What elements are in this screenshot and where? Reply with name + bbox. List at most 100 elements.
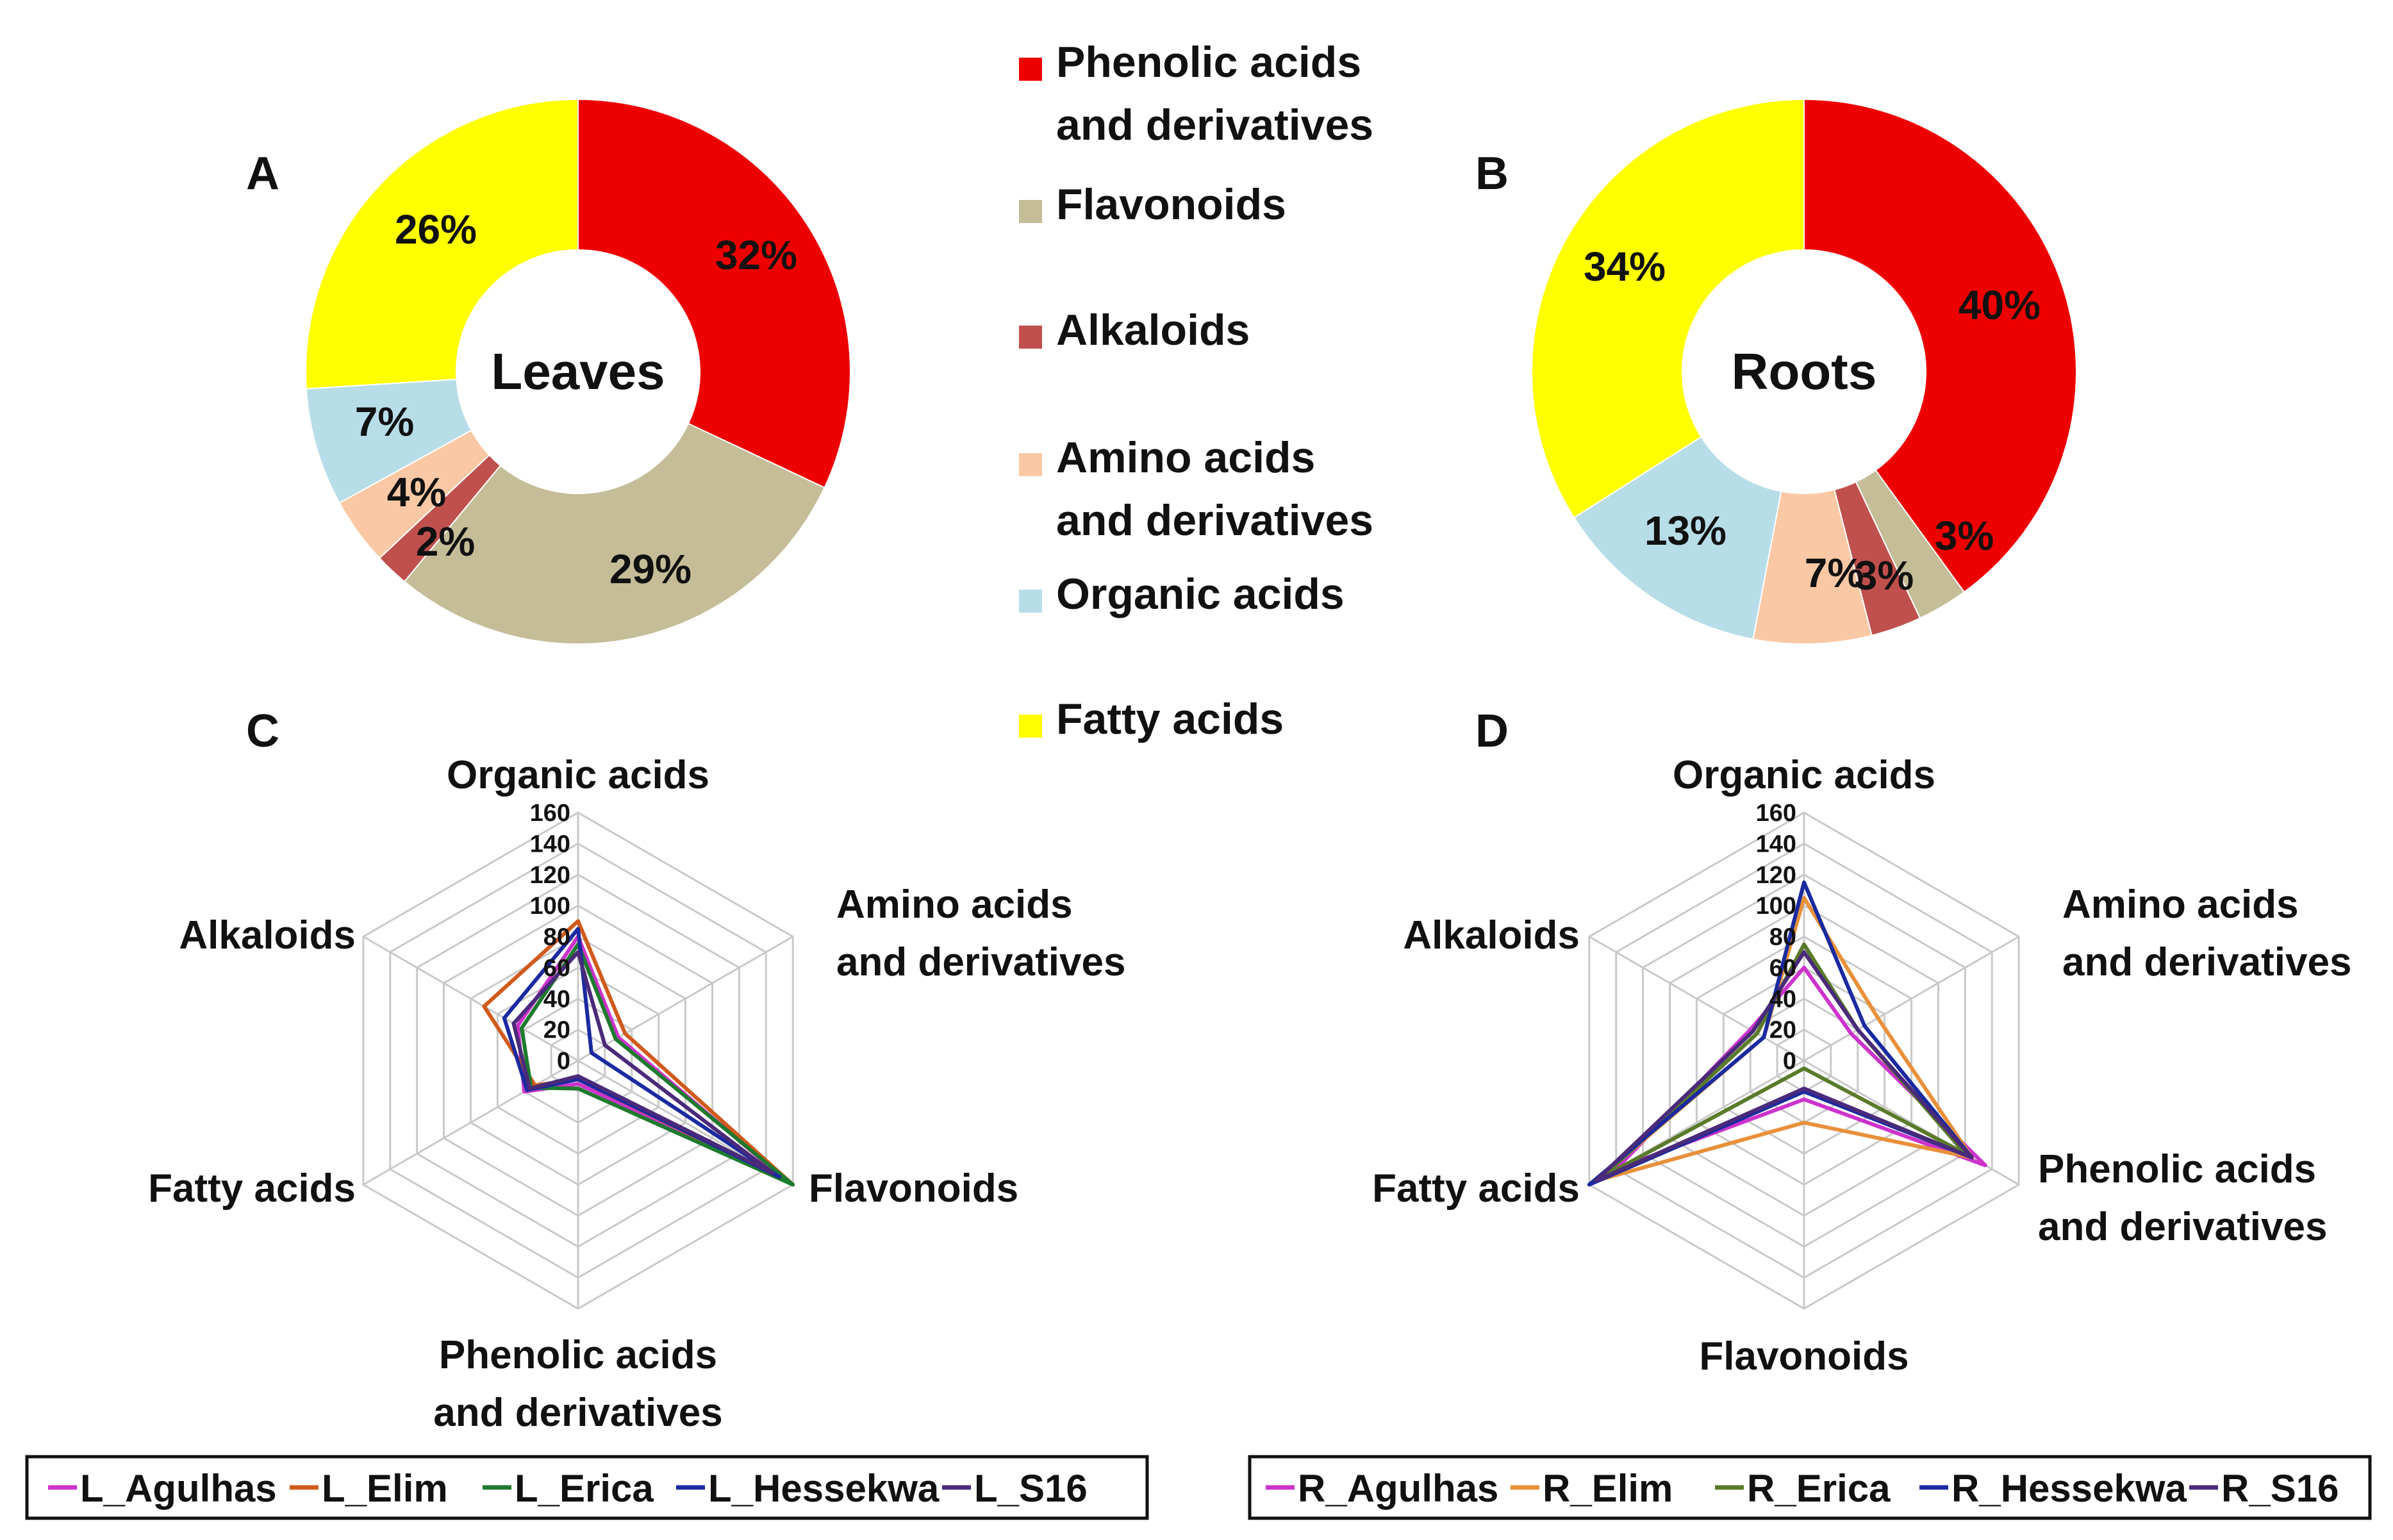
slice-label-phenolic-acids-and-derivatives: 32% bbox=[715, 232, 797, 278]
legend-label: Amino acids bbox=[1056, 433, 1315, 482]
panel-letter-c: C bbox=[246, 706, 279, 757]
series-legend-roots: R_Agulhas R_Elim R_Erica R_Hessekwa R_S16 bbox=[1248, 1455, 2372, 1520]
axis-spoke bbox=[363, 936, 579, 1062]
axis-label-organic-acids: Organic acids bbox=[447, 753, 709, 797]
legend-swatch-fatty-acids bbox=[1019, 715, 1042, 738]
axis-label-phenolic-acids-and-derivatives: Phenolic acids bbox=[2038, 1147, 2316, 1191]
legend-label-r-agulhas: R_Agulhas bbox=[1298, 1467, 1498, 1510]
radial-tick-label: 80 bbox=[543, 924, 570, 951]
axis-label-alkaloids: Alkaloids bbox=[179, 913, 356, 957]
legend-label: Fatty acids bbox=[1056, 695, 1284, 743]
legend-label: and derivatives bbox=[1056, 496, 1373, 545]
slice-flavonoids bbox=[403, 422, 825, 645]
legend-label: Organic acids bbox=[1056, 570, 1345, 618]
axis-label-alkaloids: Alkaloids bbox=[1403, 913, 1580, 957]
legend-label: Phenolic acids bbox=[1056, 38, 1361, 87]
slice-label-organic-acids: 13% bbox=[1644, 508, 1726, 554]
series-r-agulhas bbox=[1614, 965, 1987, 1172]
axis-spoke bbox=[1803, 936, 2019, 1062]
donut-chart-roots: 40%3%3%7%13%34%Roots bbox=[1531, 98, 2077, 645]
slice-organic-acids bbox=[1573, 436, 1782, 640]
radial-tick-label: 20 bbox=[543, 1017, 570, 1044]
axis-label-fatty-acids: Fatty acids bbox=[1372, 1166, 1580, 1211]
axis-label-phenolic-acids-and-derivatives: and derivatives bbox=[2038, 1205, 2327, 1249]
legend-label-l-erica: L_Erica bbox=[515, 1467, 654, 1510]
axis-label-amino-acids-and-derivatives: Amino acids bbox=[2062, 882, 2299, 927]
radial-tick-label: 60 bbox=[543, 955, 570, 982]
legend-label: and derivatives bbox=[1056, 101, 1373, 149]
series-l-hessekwa bbox=[502, 927, 782, 1179]
slice-label-amino-acids-and-derivatives: 7% bbox=[1805, 550, 1864, 596]
legend-label-r-erica: R_Erica bbox=[1747, 1467, 1891, 1510]
series-l-agulhas bbox=[515, 934, 788, 1183]
slice-label-organic-acids: 7% bbox=[355, 399, 415, 445]
axis-spoke bbox=[1589, 936, 1805, 1062]
radial-tick-label: 140 bbox=[530, 831, 570, 857]
series-r-hessekwa bbox=[1587, 880, 1974, 1187]
legend-label-l-elim: L_Elim bbox=[322, 1467, 448, 1510]
series-l-s16 bbox=[511, 950, 775, 1175]
legend-swatch-organic-acids bbox=[1019, 590, 1042, 613]
panel-letter-a: A bbox=[246, 148, 279, 199]
radial-tick-label: 80 bbox=[1769, 924, 1796, 951]
panel-letter-d: D bbox=[1475, 706, 1509, 757]
radial-tick-label: 100 bbox=[530, 893, 570, 920]
radial-tick-label: 120 bbox=[1756, 862, 1796, 889]
radial-tick-label: 0 bbox=[1783, 1048, 1796, 1075]
legend-label-l-s16: L_S16 bbox=[974, 1467, 1088, 1510]
radial-tick-label: 120 bbox=[530, 862, 570, 889]
panel-letter-b: B bbox=[1475, 148, 1509, 199]
slice-label-fatty-acids: 26% bbox=[395, 206, 477, 253]
axis-label-organic-acids: Organic acids bbox=[1673, 753, 1935, 797]
axis-label-flavonoids: Flavonoids bbox=[1699, 1334, 1909, 1379]
axis-label-amino-acids-and-derivatives: Amino acids bbox=[836, 882, 1073, 927]
slice-phenolic-acids-and-derivatives bbox=[577, 98, 851, 489]
slice-label-flavonoids: 29% bbox=[609, 546, 691, 592]
radial-tick-label: 60 bbox=[1769, 955, 1796, 982]
radial-tick-label: 160 bbox=[1756, 800, 1796, 827]
axis-label-flavonoids: Flavonoids bbox=[809, 1166, 1018, 1211]
axis-spoke bbox=[577, 936, 793, 1062]
slice-phenolic-acids-and-derivatives bbox=[1803, 98, 2077, 593]
legend-label-l-agulhas: L_Agulhas bbox=[80, 1467, 277, 1510]
slice-fatty-acids bbox=[1531, 98, 1805, 519]
center-label: Roots bbox=[1732, 343, 1877, 400]
axis-label-fatty-acids: Fatty acids bbox=[148, 1166, 356, 1211]
legend-swatch-amino-acids-and-derivatives bbox=[1019, 453, 1042, 476]
slice-label-phenolic-acids-and-derivatives: 40% bbox=[1958, 282, 2041, 328]
axis-spoke bbox=[363, 1059, 579, 1186]
series-l-erica bbox=[520, 942, 795, 1187]
slice-label-fatty-acids: 34% bbox=[1584, 244, 1666, 290]
category-legend: Phenolic acids and derivatives Flavonoids A… bbox=[1019, 38, 1373, 743]
legend-label-r-s16: R_S16 bbox=[2221, 1467, 2339, 1510]
slice-fatty-acids bbox=[305, 98, 579, 390]
radial-tick-label: 140 bbox=[1756, 831, 1796, 857]
radial-tick-label: 0 bbox=[557, 1048, 570, 1075]
legend-label: Flavonoids bbox=[1056, 180, 1286, 229]
legend-label-r-elim: R_Elim bbox=[1543, 1467, 1673, 1510]
slice-label-alkaloids: 2% bbox=[416, 518, 476, 565]
axis-label-phenolic-acids-and-derivatives: and derivatives bbox=[433, 1391, 722, 1435]
axis-label-amino-acids-and-derivatives: and derivatives bbox=[836, 940, 1125, 984]
series-r-s16 bbox=[1594, 950, 1974, 1183]
slice-label-amino-acids-and-derivatives: 4% bbox=[387, 469, 447, 515]
radial-tick-label: 40 bbox=[1769, 986, 1796, 1013]
radar-chart-roots: 0 20 40 60 80 100 120 140 160 Organic acids Amino … bbox=[1372, 753, 2351, 1379]
axis-label-amino-acids-and-derivatives: and derivatives bbox=[2062, 940, 2351, 984]
radial-tick-label: 20 bbox=[1769, 1017, 1796, 1044]
legend-swatch-phenolic-acids-and-derivatives bbox=[1019, 58, 1042, 81]
legend-swatch-alkaloids bbox=[1019, 326, 1042, 349]
series-legend-leaves: L_Agulhas L_Elim L_Erica L_Hessekwa L_S16 bbox=[25, 1455, 1149, 1520]
legend-swatch-flavonoids bbox=[1019, 200, 1042, 223]
legend-label-l-hessekwa: L_Hessekwa bbox=[708, 1467, 940, 1510]
radial-tick-label: 40 bbox=[543, 986, 570, 1013]
radar-chart-leaves: 0 20 40 60 80 100 120 140 160 Organic acids Amino … bbox=[148, 753, 1125, 1435]
donut-chart-leaves: 32% 29% 2%4% 7% 26% Leaves bbox=[305, 98, 851, 645]
radial-tick-label: 160 bbox=[530, 800, 570, 827]
center-label: Leaves bbox=[491, 343, 665, 400]
slice-label-flavonoids: 3% bbox=[1935, 513, 1994, 559]
legend-label: Alkaloids bbox=[1056, 306, 1250, 354]
legend-label-r-hessekwa: R_Hessekwa bbox=[1951, 1467, 2187, 1510]
slice-label-alkaloids: 3% bbox=[1855, 552, 1914, 599]
